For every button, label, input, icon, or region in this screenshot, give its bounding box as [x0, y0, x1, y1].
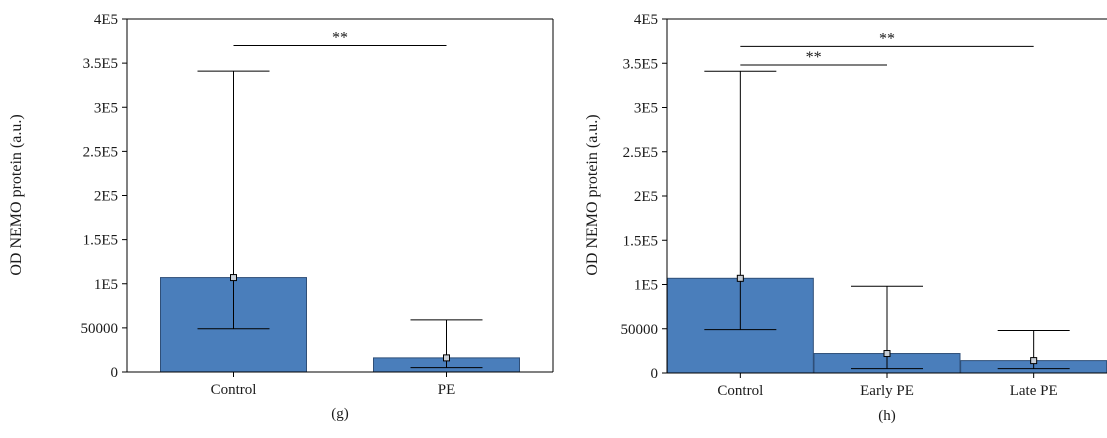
median-marker: [736, 274, 744, 282]
y-tick-label: 3E5: [634, 101, 658, 117]
y-tick-label: 2E5: [634, 189, 658, 205]
x-tick-label: PE: [438, 382, 456, 398]
y-tick-label: 0: [111, 365, 119, 381]
median-marker: [1030, 357, 1038, 365]
significance-label: **: [806, 49, 822, 66]
significance-label: **: [879, 30, 895, 47]
panel-h: OD NEMO protein (a.u.) 0 50000 1E5 1.5E5 2E5 2…: [584, 12, 1107, 424]
y-tick-label: 0: [651, 366, 659, 382]
y-tick-label: 1.5E5: [83, 233, 118, 249]
y-tick-label: 4E5: [94, 12, 118, 28]
significance-label: **: [332, 29, 348, 46]
median-marker: [883, 350, 891, 358]
panel-label: (g): [331, 406, 349, 422]
y-tick-label: 50000: [621, 322, 659, 338]
x-tick-label: Control: [717, 383, 763, 399]
y-tick-label: 4E5: [634, 12, 658, 28]
median-marker: [443, 354, 450, 362]
y-tick-label: 2.5E5: [623, 145, 658, 161]
y-tick-label: 2.5E5: [83, 144, 118, 160]
panel-g: OD NEMO protein (a.u.) 0 50000 1E5 1.5E5 2E5 2…: [8, 12, 554, 422]
x-tick-label: Early PE: [860, 383, 914, 399]
y-tick-label: 1.5E5: [623, 233, 658, 249]
panel-label: (h): [878, 408, 896, 424]
y-tick-label: 3E5: [94, 100, 118, 116]
y-tick-label: 1E5: [634, 278, 658, 294]
y-axis-label: OD NEMO protein (a.u.): [8, 114, 25, 275]
y-tick-label: 50000: [81, 321, 119, 337]
y-tick-label: 1E5: [94, 277, 118, 293]
median-marker: [230, 274, 237, 282]
y-tick-label: 2E5: [94, 189, 118, 205]
x-tick-label: Control: [211, 382, 257, 398]
x-tick-label: Late PE: [1010, 383, 1058, 399]
y-axis-label: OD NEMO protein (a.u.): [584, 114, 601, 275]
y-tick-label: 3.5E5: [83, 56, 118, 72]
y-tick-label: 3.5E5: [623, 56, 658, 72]
